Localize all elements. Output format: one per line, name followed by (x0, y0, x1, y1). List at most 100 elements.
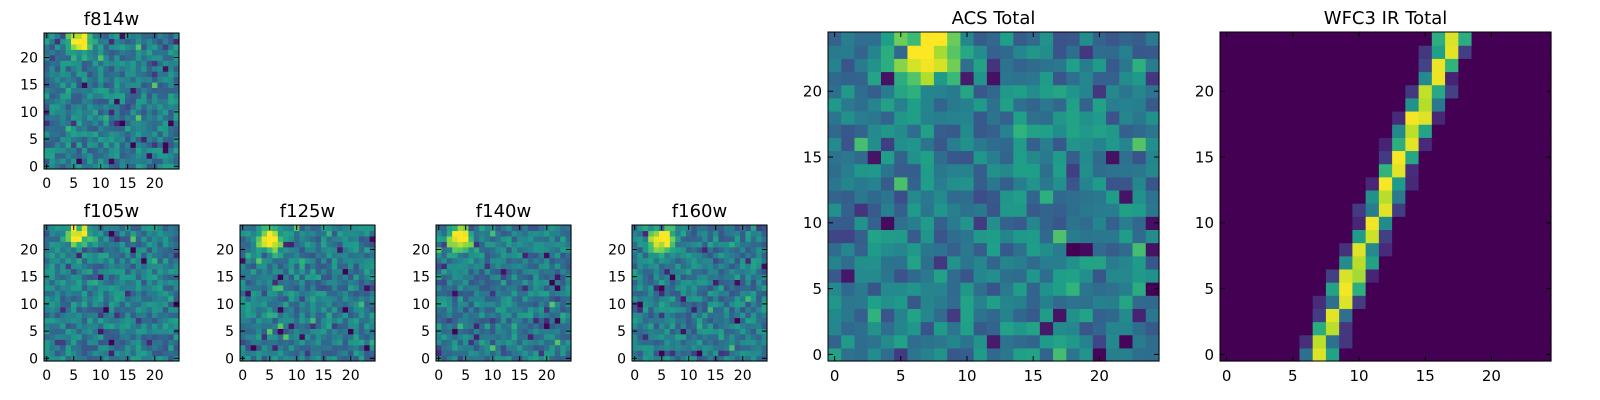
heatmap-cell (664, 230, 671, 237)
heatmap-cell (452, 344, 459, 351)
heatmap-cell (60, 98, 67, 105)
heatmap-cell (1145, 242, 1160, 257)
heatmap-cell (87, 81, 94, 88)
heatmap-cell (71, 92, 77, 99)
heatmap-cell (653, 290, 660, 297)
heatmap-cell (718, 295, 725, 302)
heatmap-cell (369, 322, 376, 329)
heatmap-cell (637, 284, 644, 291)
heatmap-cell (71, 241, 77, 248)
heatmap-cell (1458, 124, 1473, 138)
heatmap-cell (1066, 308, 1081, 323)
heatmap-cell (267, 235, 273, 242)
heatmap-cell (973, 32, 988, 46)
heatmap-cell (740, 230, 746, 237)
heatmap-cell (162, 333, 169, 340)
heatmap-cell (495, 295, 502, 302)
heatmap-cell (680, 273, 687, 280)
heatmap-cell (331, 246, 338, 253)
heatmap-cell (125, 92, 131, 99)
heatmap-cell (299, 279, 306, 286)
heatmap-cell (294, 263, 300, 270)
heatmap-cell (463, 333, 469, 340)
heatmap-cell (342, 225, 349, 232)
heatmap-cell (675, 350, 682, 357)
heatmap-cell (1431, 137, 1446, 152)
heatmap-cell (60, 33, 67, 40)
heatmap-cell (108, 350, 115, 357)
heatmap-cell (162, 344, 169, 351)
heatmap-cell (87, 60, 94, 67)
heatmap-cell (348, 333, 354, 340)
heatmap-cell (114, 120, 121, 127)
heatmap-cell (162, 147, 169, 154)
heatmap-cell (1026, 189, 1041, 204)
heatmap-cell (867, 203, 882, 217)
heatmap-cell (653, 350, 660, 357)
heatmap-cell (256, 284, 263, 291)
heatmap-cell (1119, 268, 1134, 283)
heatmap-cell (135, 49, 142, 56)
heatmap-cell (1026, 71, 1041, 86)
heatmap-cell (854, 282, 869, 296)
heatmap-cell (353, 339, 360, 346)
heatmap-cell (854, 295, 869, 309)
heatmap-cell (130, 87, 137, 94)
heatmap-cell (696, 328, 703, 335)
heatmap-cell (1053, 137, 1067, 152)
heatmap-cell (364, 339, 371, 346)
heatmap-cell (696, 322, 703, 329)
heatmap-cell (495, 279, 502, 286)
heatmap-cell (358, 273, 365, 280)
heatmap-cell (1220, 295, 1234, 309)
heatmap-cell (973, 321, 988, 336)
heatmap-cell (1119, 71, 1134, 86)
heatmap-cell (288, 246, 295, 253)
heatmap-cell (468, 284, 475, 291)
y-tick-label: 0 (29, 351, 38, 367)
heatmap-cell (256, 252, 263, 259)
heatmap-cell (304, 295, 311, 302)
heatmap-cell (1484, 268, 1499, 283)
heatmap-cell (960, 334, 975, 349)
heatmap-cell (1392, 71, 1406, 86)
heatmap-cell (828, 229, 842, 244)
heatmap-cell (1145, 110, 1160, 125)
heatmap-cell (446, 301, 453, 308)
heatmap-cell (1511, 32, 1526, 46)
heatmap-cell (65, 103, 72, 110)
heatmap-cell (632, 290, 638, 297)
heatmap-cell (119, 322, 126, 329)
heatmap-cell (245, 263, 252, 270)
heatmap-cell (1039, 45, 1054, 59)
heatmap-cell (436, 339, 442, 346)
heatmap-cell (718, 333, 725, 340)
heatmap-cell (452, 295, 459, 302)
heatmap-cell (125, 120, 131, 127)
heatmap-cell (1392, 229, 1406, 244)
heatmap-cell (457, 350, 464, 357)
heatmap-cell (1092, 58, 1107, 73)
heatmap-cell (1365, 32, 1380, 46)
heatmap-cell (702, 235, 709, 242)
heatmap-cell (533, 355, 540, 362)
heatmap-cell (60, 344, 67, 351)
heatmap-cell (130, 98, 137, 105)
heatmap-cell (337, 235, 344, 242)
heatmap-cell (446, 333, 453, 340)
heatmap-cell (168, 317, 175, 324)
heatmap-cell (1066, 124, 1081, 138)
heatmap-cell (267, 290, 273, 297)
heatmap-cell (1484, 216, 1499, 230)
heatmap-cell (933, 255, 948, 270)
heatmap-cell (1365, 268, 1380, 283)
heatmap-cell (157, 43, 164, 50)
heatmap-cell (1299, 255, 1314, 270)
heatmap-cell (761, 284, 768, 291)
heatmap-cell (135, 60, 142, 67)
heatmap-cell (1246, 321, 1261, 336)
heatmap-cell (907, 32, 922, 46)
heatmap-cell (1511, 216, 1526, 230)
heatmap-cell (745, 290, 752, 297)
heatmap-cell (867, 137, 882, 152)
